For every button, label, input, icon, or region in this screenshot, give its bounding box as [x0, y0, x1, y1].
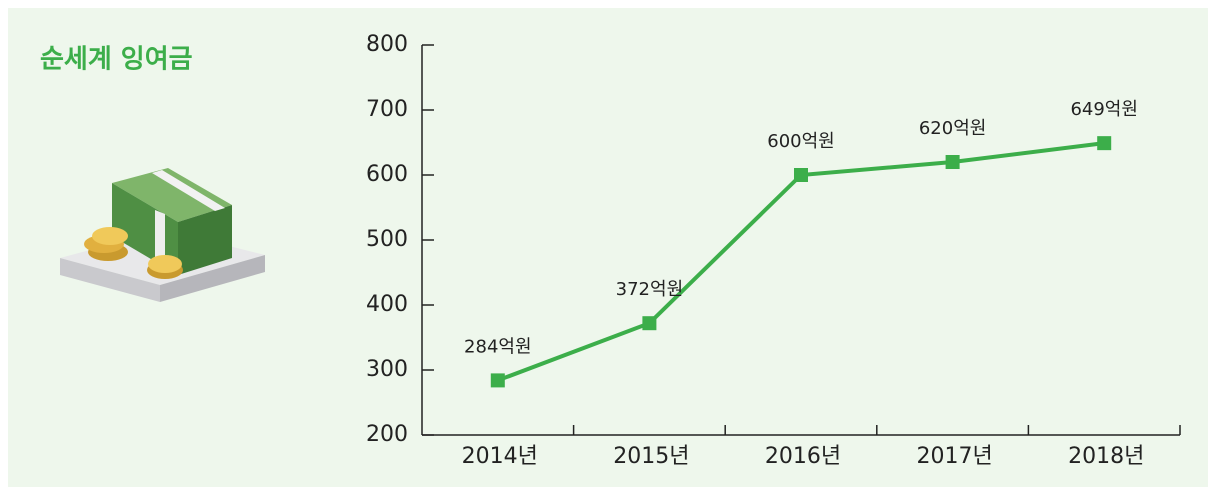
value-label: 372억원 [616, 279, 683, 300]
marker [946, 155, 960, 169]
marker [1097, 136, 1111, 150]
marker [491, 373, 505, 387]
y-tick-label: 500 [366, 227, 408, 252]
x-tick-label: 2016년 [765, 444, 841, 469]
x-tick-label: 2017년 [916, 444, 992, 469]
chart: 순세계 잉여금 200 300 400 500 600 700 800 2014년 2015년 2… [0, 0, 1216, 495]
chart-title: 순세계 잉여금 [40, 45, 193, 75]
y-tick-label: 700 [366, 97, 408, 122]
y-tick-label: 600 [366, 162, 408, 187]
y-tick-label: 300 [366, 357, 408, 382]
y-tick-label: 800 [366, 32, 408, 57]
x-tick-label: 2018년 [1068, 444, 1144, 469]
x-tick-label: 2015년 [613, 444, 689, 469]
value-label: 620억원 [919, 118, 986, 139]
y-tick-label: 200 [366, 422, 408, 447]
value-label: 284억원 [464, 336, 531, 357]
y-tick-label: 400 [366, 292, 408, 317]
marker [642, 316, 656, 330]
value-label: 600억원 [767, 131, 834, 152]
marker [794, 168, 808, 182]
x-tick-label: 2014년 [462, 444, 538, 469]
value-label: 649억원 [1070, 99, 1137, 120]
